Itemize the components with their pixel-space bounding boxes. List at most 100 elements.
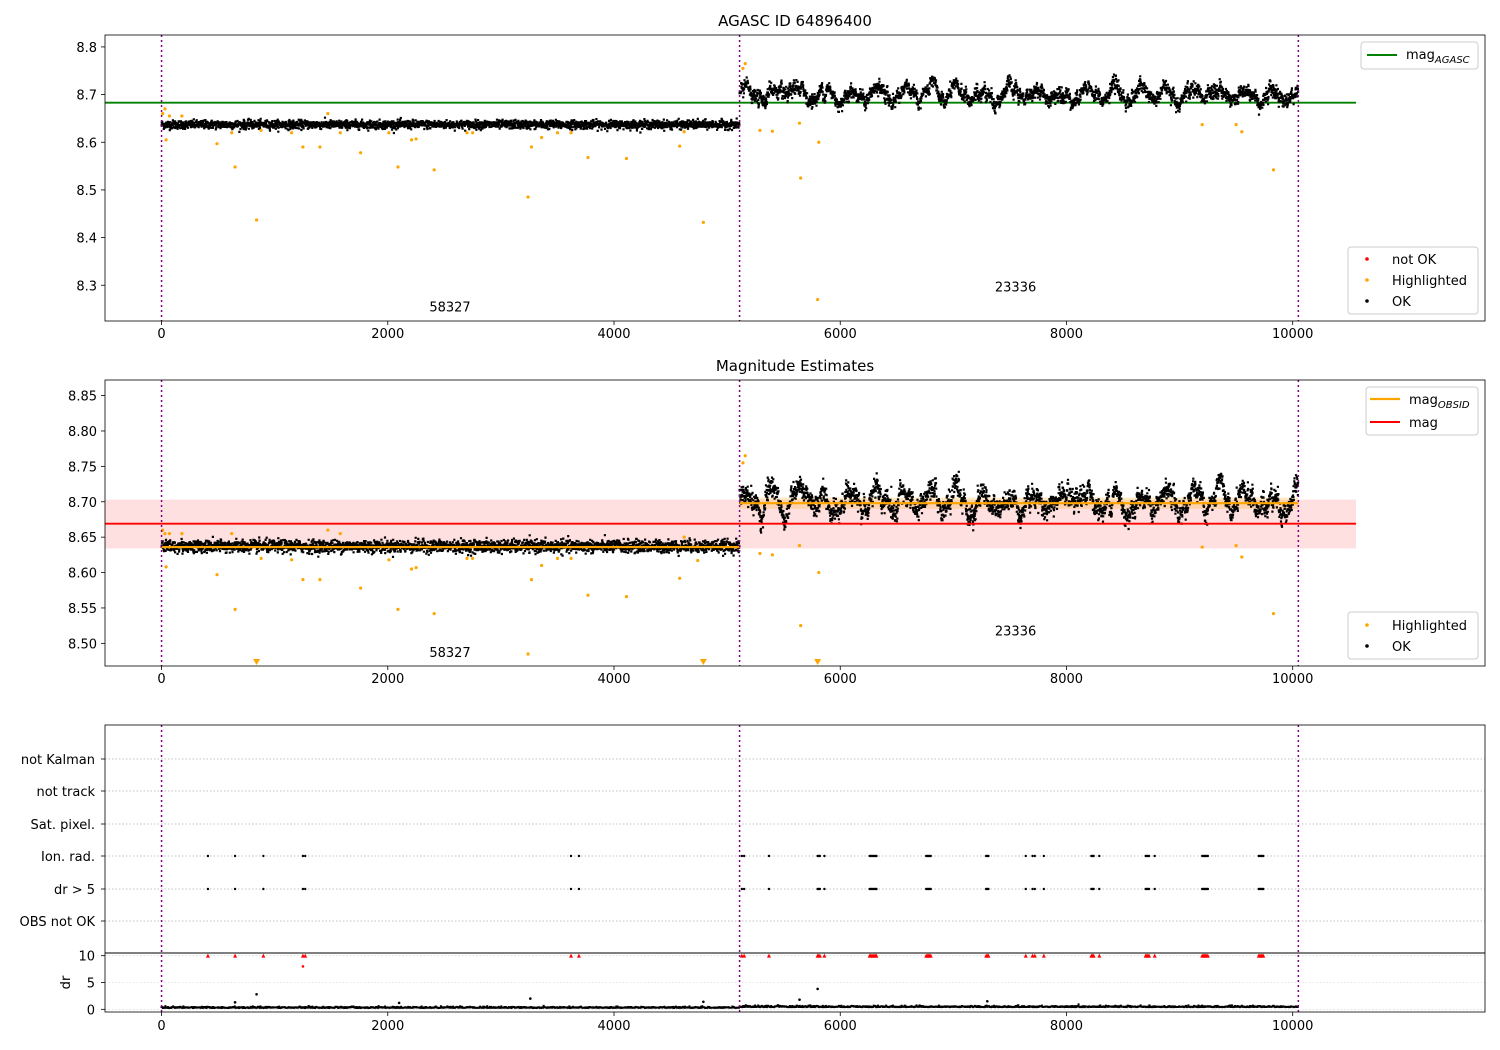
y-tick-label: 8.5 xyxy=(76,184,97,199)
highlighted-point xyxy=(359,151,363,155)
highlighted-point xyxy=(409,138,414,142)
flag-event-point xyxy=(206,887,210,891)
dr-capped-marker xyxy=(742,953,747,958)
x-tick-label: 10000 xyxy=(1272,1019,1313,1034)
highlighted-point xyxy=(678,144,682,148)
flag-event-point xyxy=(1153,854,1156,858)
x-tick-label: 0 xyxy=(157,327,165,342)
highlighted-point xyxy=(741,461,745,465)
obsid-label: 23336 xyxy=(995,280,1036,295)
highlighted-point xyxy=(230,532,234,536)
highlighted-point xyxy=(338,532,342,536)
flag-event-point xyxy=(1092,887,1095,891)
highlighted-point xyxy=(624,595,629,599)
highlighted-point xyxy=(259,556,263,560)
dr-point xyxy=(255,993,258,996)
flag-event-point xyxy=(1206,887,1210,891)
highlighted-point xyxy=(741,66,745,70)
x-tick-label: 4000 xyxy=(597,327,630,342)
flag-event-point xyxy=(304,887,307,891)
dr-capped-marker xyxy=(1097,953,1102,958)
flag-event-point xyxy=(1024,887,1027,891)
agasc-panel: AGASC ID 64896400 58327 23336 0 2000 4000 6000… xyxy=(76,12,1486,342)
flag-category-label: dr > 5 xyxy=(54,883,95,898)
highlighted-point xyxy=(1200,545,1204,549)
dr-capped-marker xyxy=(766,953,771,958)
x-tick-label: 2000 xyxy=(371,327,404,342)
flag-event-point xyxy=(577,854,581,858)
dr-capped-marker xyxy=(1032,953,1037,958)
x-tick-label: 2000 xyxy=(371,672,404,687)
dr-not-ok-point xyxy=(301,965,305,968)
dr-capped-marker xyxy=(817,953,822,958)
ok-points xyxy=(738,73,1300,116)
dr-capped-marker xyxy=(233,953,238,958)
y-tick-label: 8.3 xyxy=(76,279,97,294)
highlighted-point xyxy=(696,558,700,563)
obsid-label: 58327 xyxy=(429,300,470,315)
flag-event-point xyxy=(987,854,990,858)
chart-title: Magnitude Estimates xyxy=(716,357,874,375)
dr-capped-marker xyxy=(1205,953,1210,958)
highlighted-point xyxy=(817,570,821,575)
highlighted-point xyxy=(338,131,342,135)
legend-label: Highlighted xyxy=(1392,619,1467,634)
y-tick-label: 8.6 xyxy=(76,136,97,151)
flag-event-point xyxy=(740,887,744,891)
dr-capped-marker xyxy=(1023,953,1028,958)
flag-event-point xyxy=(304,854,307,858)
obsid-label: 23336 xyxy=(995,625,1036,640)
dr-capped-marker xyxy=(205,953,210,958)
dr-point xyxy=(233,1001,237,1004)
flag-event-point xyxy=(1092,854,1095,858)
highlighted-point xyxy=(432,168,436,172)
x-tick-label: 6000 xyxy=(824,327,857,342)
flag-event-point xyxy=(233,854,237,858)
magnitude-estimates-panel: Magnitude Estimates 58327 23336 0 2000 4000 60… xyxy=(68,357,1486,687)
y-tick-label: 8.7 xyxy=(76,89,97,104)
highlighted-point xyxy=(254,218,259,222)
flag-event-point xyxy=(929,854,932,858)
offscale-marker xyxy=(253,659,261,665)
highlighted-point xyxy=(770,129,774,133)
highlighted-point xyxy=(569,131,573,135)
legend-label: not OK xyxy=(1392,253,1437,268)
highlighted-point xyxy=(163,107,167,111)
flag-event-point xyxy=(818,887,822,891)
y-tick-label: 8.70 xyxy=(68,496,97,511)
highlighted-point xyxy=(471,131,475,135)
highlighted-point xyxy=(797,544,802,548)
highlighted-point xyxy=(301,578,305,582)
flag-event-point xyxy=(823,854,826,858)
flag-event-point xyxy=(1206,854,1210,858)
highlighted-point xyxy=(259,128,263,132)
flag-event-point xyxy=(823,887,826,891)
flag-category-label: not Kalman xyxy=(21,753,95,768)
highlighted-point xyxy=(409,567,414,571)
dr-capped-marker xyxy=(1261,953,1266,958)
legend-mag-obsid-subscript: OBSID xyxy=(1438,400,1470,411)
dr-tick-label: 5 xyxy=(87,977,95,992)
highlighted-point xyxy=(678,576,682,580)
flag-event-point xyxy=(1042,854,1046,858)
highlighted-point xyxy=(290,131,294,135)
highlighted-point xyxy=(163,532,167,536)
flag-event-point xyxy=(577,887,581,891)
legend-marker xyxy=(1365,257,1369,261)
y-tick-label: 8.8 xyxy=(76,41,97,56)
y-tick-label: 8.55 xyxy=(68,602,97,617)
highlighted-point xyxy=(526,195,530,199)
dr-ok-points xyxy=(160,1003,1299,1009)
dr-point xyxy=(397,1001,401,1005)
highlighted-point xyxy=(586,593,590,597)
flag-category-label: OBS not OK xyxy=(20,915,96,930)
flag-event-point xyxy=(742,887,746,891)
highlighted-point xyxy=(816,297,820,302)
dr-capped-marker xyxy=(303,953,308,958)
flag-event-point xyxy=(929,887,932,891)
y-tick-label: 8.50 xyxy=(68,637,97,652)
highlighted-point xyxy=(326,112,330,116)
flag-event-point xyxy=(767,854,771,858)
y-tick-label: 8.4 xyxy=(76,232,97,247)
